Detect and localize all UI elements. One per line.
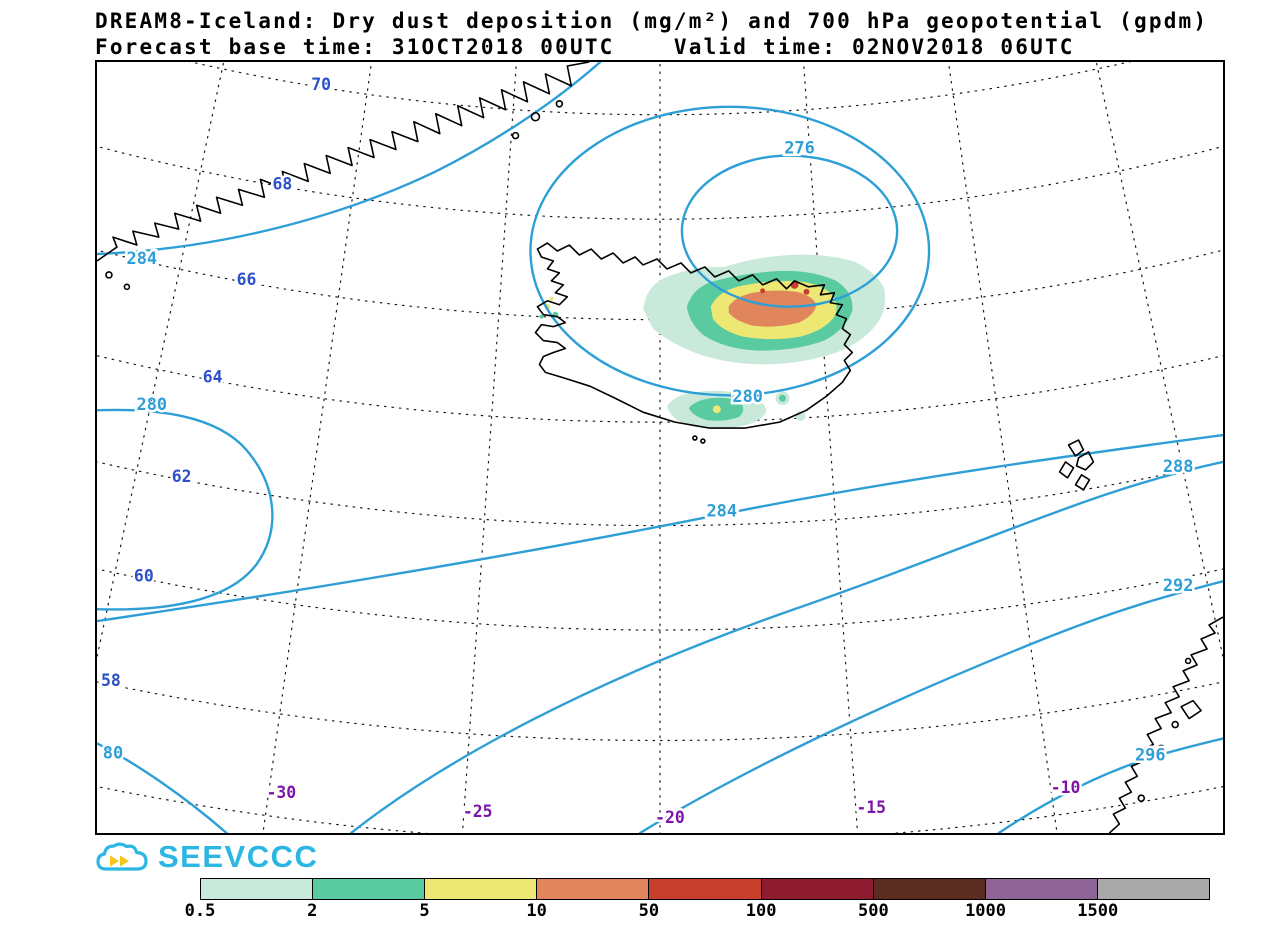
- colorbar-tick-label: 500: [857, 901, 889, 921]
- dust-spot: [539, 314, 544, 319]
- dust-spot: [712, 405, 721, 414]
- arrow-icon: [120, 855, 129, 867]
- islet: [1184, 657, 1192, 665]
- latitude-label: 66: [237, 270, 257, 289]
- contour-label: 292: [1163, 575, 1194, 595]
- contour-label: 276: [784, 138, 815, 158]
- island-coastline: [1074, 474, 1091, 491]
- coastlines: [97, 62, 1223, 833]
- graticule: [97, 62, 1223, 833]
- latitude-label: 64: [203, 367, 223, 386]
- islet: [123, 283, 131, 291]
- islet: [555, 100, 564, 108]
- contour-label: 284: [706, 501, 737, 521]
- latitude-label: 68: [272, 174, 292, 193]
- longitude-label: -25: [463, 802, 493, 821]
- chart-subtitle: Forecast base time: 31OCT2018 00UTC Vali…: [95, 35, 1075, 59]
- islet: [511, 131, 520, 140]
- arrow-icon: [110, 855, 119, 867]
- longitude-label: -15: [856, 798, 886, 817]
- colorbar-tick-label: 1500: [1077, 901, 1119, 921]
- contour-label: 288: [1163, 456, 1194, 476]
- latitude-label: 62: [172, 467, 192, 486]
- deposition-colorbar-labels: 0.5 2 5 10 50 100 500 1000 1500: [185, 901, 1210, 923]
- longitude-gridline: [461, 62, 518, 833]
- deposition-colorbar: [200, 878, 1210, 900]
- contour-line: [97, 742, 228, 833]
- colorbar-segment: [313, 879, 426, 899]
- cloud-logo-icon: [96, 842, 148, 871]
- dust-spot: [760, 288, 766, 294]
- islet: [700, 438, 706, 444]
- dust-area: [728, 290, 817, 327]
- contour-label: 80: [103, 742, 123, 762]
- islet: [1157, 744, 1166, 753]
- contour-label: 284: [127, 248, 158, 268]
- contour-label: 280: [137, 394, 168, 414]
- longitude-gridline: [262, 62, 373, 833]
- contour-line: [97, 433, 1223, 623]
- map-labels: 284 276 280 280 284 288 292 296 80 70 68 66 64 62 60 58…: [99, 72, 1196, 829]
- longitude-label: -30: [267, 783, 297, 802]
- longitude-gridline: [97, 62, 225, 660]
- islet: [530, 111, 541, 122]
- greenland-coastline: [97, 62, 590, 262]
- colorbar-tick-label: 2: [307, 901, 318, 921]
- longitude-gridline: [802, 62, 859, 833]
- dust-spot: [549, 296, 554, 301]
- colorbar-tick-label: 10: [526, 901, 547, 921]
- contour-label: 280: [732, 386, 763, 406]
- colorbar-segment: [985, 879, 1098, 899]
- colorbar-tick-label: 1000: [965, 901, 1007, 921]
- latitude-label: 58: [101, 671, 121, 690]
- contour-line: [97, 408, 274, 611]
- islet: [1171, 720, 1179, 729]
- contour-line: [997, 737, 1223, 833]
- longitude-label: -10: [1051, 778, 1081, 797]
- contour-line: [349, 460, 1223, 833]
- geopotential-contours: [97, 62, 1223, 833]
- dust-spot: [803, 288, 810, 295]
- latitude-label: 70: [311, 75, 331, 94]
- colorbar-segment: [873, 879, 986, 899]
- chart-title: DREAM8-Iceland: Dry dust deposition (mg/…: [95, 9, 1209, 33]
- islet: [1137, 794, 1146, 802]
- colorbar-tick-label: 5: [419, 901, 430, 921]
- contour-line: [97, 62, 602, 256]
- island-coastline: [1067, 439, 1085, 457]
- islet: [105, 271, 113, 279]
- island-coastline: [1180, 699, 1202, 720]
- colorbar-tick-label: 100: [745, 901, 777, 921]
- islet: [692, 435, 698, 441]
- latitude-label: 60: [134, 566, 154, 585]
- logo-text: SEEVCCC: [158, 839, 319, 874]
- contour-280: [529, 105, 931, 397]
- contour-label: 296: [1135, 744, 1166, 764]
- colorbar-segment: [425, 879, 538, 899]
- island-coastline: [1058, 461, 1075, 479]
- colorbar-tick-label: 50: [638, 901, 660, 921]
- longitude-label: -20: [655, 808, 685, 827]
- chart-header: DREAM8-Iceland: Dry dust deposition (mg/…: [95, 8, 1208, 60]
- map-panel: 284 276 280 280 284 288 292 296 80 70 68 66 64 62 60 58…: [95, 60, 1225, 835]
- colorbar-segment: [537, 879, 650, 899]
- colorbar-segment: [201, 879, 314, 899]
- colorbar-tick-label: 0.5: [184, 901, 216, 921]
- colorbar-segment: [1097, 879, 1209, 899]
- seevccc-logo: SEEVCCC: [95, 838, 318, 876]
- colorbar-segment: [761, 879, 874, 899]
- iceland-coastline: [534, 242, 854, 429]
- norway-coastline: [1108, 616, 1223, 833]
- colorbar-segment: [649, 879, 762, 899]
- dust-deposition-layer: [539, 254, 886, 429]
- contour-line: [638, 580, 1223, 833]
- island-coastline: [1075, 451, 1095, 471]
- contour-276: [680, 154, 899, 308]
- dust-spot: [779, 394, 787, 402]
